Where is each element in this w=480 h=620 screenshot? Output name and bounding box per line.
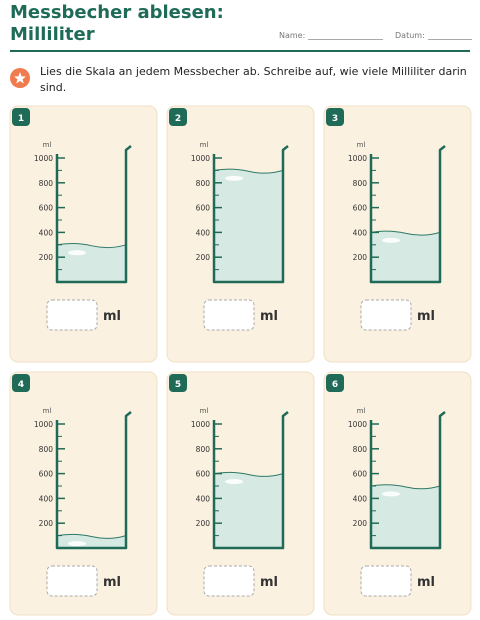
liquid <box>213 471 284 549</box>
beaker-card: 6 ml 200 400 600 800 1000 ml <box>323 371 472 616</box>
beaker-card: 3 ml 200 400 600 800 1000 ml <box>323 105 472 363</box>
tick-label: 400 <box>39 228 54 237</box>
highlight <box>382 237 400 243</box>
beaker-number: 2 <box>175 114 181 124</box>
tick-label: 200 <box>39 253 54 262</box>
answer-box <box>203 299 255 331</box>
scale-unit: ml <box>43 141 52 149</box>
liquid <box>213 168 284 283</box>
tick-label: 1000 <box>191 420 210 429</box>
scale-unit: ml <box>43 407 52 415</box>
date-field: Datum: <box>395 31 472 40</box>
number-badge <box>169 108 187 126</box>
number-badge <box>12 374 30 392</box>
beaker-outline <box>212 145 289 284</box>
beaker-number: 6 <box>332 380 338 390</box>
beaker-card: 5 ml 200 400 600 800 1000 ml <box>166 371 315 616</box>
answer-unit: ml <box>417 575 435 590</box>
beaker-card: 4 ml 200 400 600 800 1000 ml <box>9 371 158 616</box>
beaker-card: 2 ml 200 400 600 800 1000 ml <box>166 105 315 363</box>
highlight <box>382 491 400 497</box>
date-label: Datum: <box>395 31 425 40</box>
answer-box <box>46 565 98 597</box>
tick-label: 1000 <box>34 420 53 429</box>
beaker-outline <box>212 411 289 550</box>
answer-unit: ml <box>103 309 121 324</box>
tick-label: 600 <box>39 204 54 213</box>
tick-label: 1000 <box>34 154 53 163</box>
beaker-outline <box>369 411 446 550</box>
tick-label: 1000 <box>348 154 367 163</box>
beaker-number: 5 <box>175 380 181 390</box>
tick-label: 400 <box>196 228 211 237</box>
answer-unit: ml <box>260 575 278 590</box>
highlight <box>68 250 86 256</box>
scale-unit: ml <box>357 407 366 415</box>
subtitle-line: Milliliter <box>10 24 95 45</box>
tick-label: 200 <box>196 253 211 262</box>
tick-label: 400 <box>39 494 54 503</box>
highlight <box>68 541 86 547</box>
tick-label: 200 <box>196 519 211 528</box>
highlight <box>225 479 243 485</box>
number-badge <box>326 374 344 392</box>
beaker-outline <box>55 411 132 550</box>
liquid <box>56 243 127 283</box>
tick-label: 800 <box>39 445 54 454</box>
tick-label: 800 <box>196 179 211 188</box>
tick-label: 400 <box>353 228 368 237</box>
scale-unit: ml <box>200 141 209 149</box>
tick-label: 600 <box>353 470 368 479</box>
tick-label: 1000 <box>191 154 210 163</box>
title: Messbecher ablesen: Milliliter <box>10 2 224 46</box>
tick-label: 600 <box>39 470 54 479</box>
name-label: Name: <box>279 31 306 40</box>
tick-label: 600 <box>196 204 211 213</box>
card <box>9 371 158 616</box>
header-rule <box>10 50 470 52</box>
answer-unit: ml <box>260 309 278 324</box>
tick-label: 400 <box>353 494 368 503</box>
tick-label: 800 <box>196 445 211 454</box>
tick-label: 1000 <box>348 420 367 429</box>
answer-box <box>360 565 412 597</box>
beaker-number: 4 <box>18 380 24 390</box>
instruction: Lies die Skala an jedem Messbecher ab. S… <box>40 65 467 94</box>
tick-label: 800 <box>353 179 368 188</box>
beaker-number: 3 <box>332 114 338 124</box>
beaker-number: 1 <box>18 114 24 124</box>
answer-unit: ml <box>417 309 435 324</box>
liquid <box>370 230 441 283</box>
beaker-outline <box>369 145 446 284</box>
tick-label: 800 <box>39 179 54 188</box>
title-line: Messbecher ablesen: <box>10 2 224 23</box>
tick-label: 200 <box>353 253 368 262</box>
liquid <box>370 484 441 549</box>
tick-label: 600 <box>196 470 211 479</box>
answer-unit: ml <box>103 575 121 590</box>
highlight <box>225 175 243 181</box>
card <box>9 105 158 363</box>
number-badge <box>12 108 30 126</box>
tick-label: 200 <box>353 519 368 528</box>
tick-label: 600 <box>353 204 368 213</box>
number-badge <box>326 108 344 126</box>
name-field: Name: <box>279 31 384 40</box>
star-icon <box>10 68 30 88</box>
answer-box <box>46 299 98 331</box>
tick-label: 400 <box>196 494 211 503</box>
tick-label: 200 <box>39 519 54 528</box>
scale-unit: ml <box>357 141 366 149</box>
beaker-outline <box>55 145 132 284</box>
number-badge <box>169 374 187 392</box>
tick-label: 800 <box>353 445 368 454</box>
scale-unit: ml <box>200 407 209 415</box>
answer-box <box>360 299 412 331</box>
beaker-card: 1 ml 200 400 600 800 1000 ml <box>9 105 158 363</box>
answer-box <box>203 565 255 597</box>
